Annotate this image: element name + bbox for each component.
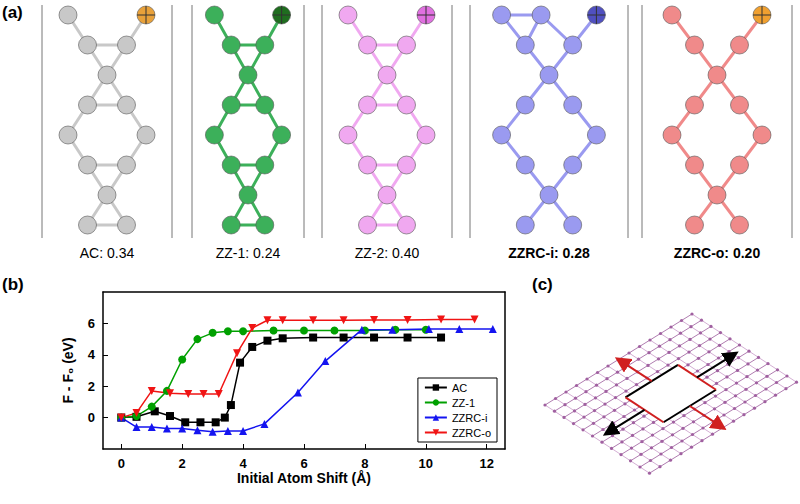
svg-text:6: 6 bbox=[300, 456, 307, 471]
svg-text:ZZ-1: ZZ-1 bbox=[452, 397, 475, 409]
svg-text:6: 6 bbox=[88, 316, 95, 331]
svg-text:4: 4 bbox=[88, 347, 96, 362]
svg-text:8: 8 bbox=[361, 456, 368, 471]
svg-text:F - F₀ (eV): F - F₀ (eV) bbox=[60, 337, 76, 403]
svg-text:(b): (b) bbox=[2, 275, 24, 294]
svg-text:ZZ-2: 0.40: ZZ-2: 0.40 bbox=[355, 245, 420, 261]
svg-text:10: 10 bbox=[419, 456, 433, 471]
svg-text:(c): (c) bbox=[532, 275, 553, 294]
svg-text:12: 12 bbox=[479, 456, 493, 471]
svg-text:4: 4 bbox=[239, 456, 247, 471]
svg-text:ZZ-1: 0.24: ZZ-1: 0.24 bbox=[216, 245, 281, 261]
svg-text:ZZRC-o: 0.20: ZZRC-o: 0.20 bbox=[674, 245, 761, 261]
svg-text:0: 0 bbox=[88, 410, 95, 425]
svg-text:(a): (a) bbox=[2, 3, 23, 22]
svg-text:AC: AC bbox=[452, 382, 467, 394]
svg-text:2: 2 bbox=[88, 379, 95, 394]
svg-text:0: 0 bbox=[118, 456, 125, 471]
svg-text:AC: 0.34: AC: 0.34 bbox=[80, 245, 135, 261]
svg-text:ZZRC-i: 0.28: ZZRC-i: 0.28 bbox=[508, 245, 590, 261]
svg-text:2: 2 bbox=[179, 456, 186, 471]
svg-text:ZZRC-i: ZZRC-i bbox=[452, 412, 487, 424]
svg-text:ZZRC-o: ZZRC-o bbox=[452, 427, 491, 439]
svg-text:Initial Atom Shift (Å): Initial Atom Shift (Å) bbox=[237, 470, 371, 486]
